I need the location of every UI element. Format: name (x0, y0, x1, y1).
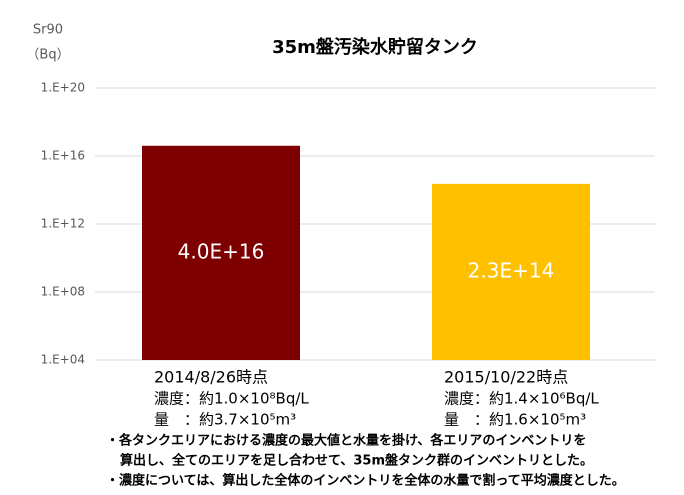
footnote: ・各タンクエリアにおける濃度の最大値と水量を掛け、各エリアのインベントリを (106, 433, 586, 449)
y-axis-label: （Bq） (26, 48, 69, 63)
category-note: 量 ：約1.6×10⁵m³ (444, 411, 586, 429)
category-note: 濃度：約1.0×10⁸Bq/L (154, 390, 309, 408)
y-tick-label: 1.E+16 (41, 149, 85, 163)
footnote: 算出し、全てのエリアを足し合わせて、35m盤タンク群のインベントリとした。 (120, 453, 593, 469)
y-tick-label: 1.E+04 (41, 353, 85, 367)
bar (432, 183, 590, 360)
data-label: 2.3E+14 (468, 258, 555, 282)
chart-title: 35m盤汚染水貯留タンク (272, 36, 478, 58)
y-tick-label: 1.E+12 (41, 217, 85, 231)
x-tick-label: 2014/8/26時点 (154, 368, 268, 387)
bar (142, 145, 300, 360)
data-label: 4.0E+16 (178, 239, 265, 263)
category-note: 濃度：約1.4×10⁶Bq/L (444, 390, 599, 408)
y-axis-label: Sr90 (33, 23, 63, 38)
y-tick-label: 1.E+08 (41, 285, 85, 299)
y-tick-label: 1.E+20 (41, 81, 85, 95)
x-tick-label: 2015/10/22時点 (444, 368, 568, 387)
footnote: ・濃度については、算出した全体のインベントリを全体の水量で割って平均濃度とした。 (106, 473, 625, 489)
category-note: 量 ：約3.7×10⁵m³ (154, 411, 296, 429)
